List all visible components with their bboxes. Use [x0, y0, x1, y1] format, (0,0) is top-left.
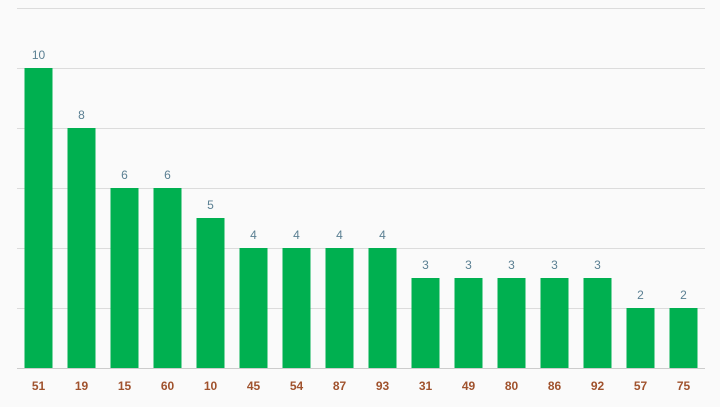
value-label-75: 2: [680, 288, 687, 302]
bars: [24, 68, 698, 368]
value-label-19: 8: [78, 108, 85, 122]
value-label-87: 4: [336, 228, 343, 242]
category-label-80: 80: [505, 379, 519, 393]
bar-57: [626, 308, 655, 368]
category-label-51: 51: [32, 379, 46, 393]
bar-80: [497, 278, 526, 368]
value-label-60: 6: [164, 168, 171, 182]
category-label-49: 49: [462, 379, 476, 393]
category-label-31: 31: [419, 379, 433, 393]
bar-19: [67, 128, 96, 368]
bar-49: [454, 278, 483, 368]
category-label-54: 54: [290, 379, 304, 393]
bar-60: [153, 188, 182, 368]
value-label-49: 3: [465, 258, 472, 272]
bar-10: [196, 218, 225, 368]
category-label-87: 87: [333, 379, 347, 393]
category-axis-labels: 51 19 15 60 10 45 54 87 93 31 49 80 86 92 57 75: [32, 379, 691, 393]
value-label-57: 2: [637, 288, 644, 302]
value-label-86: 3: [551, 258, 558, 272]
category-label-93: 93: [376, 379, 390, 393]
bar-93: [368, 248, 397, 368]
value-label-80: 3: [508, 258, 515, 272]
bar-75: [669, 308, 698, 368]
category-label-45: 45: [247, 379, 261, 393]
bar-92: [583, 278, 612, 368]
category-label-75: 75: [677, 379, 691, 393]
category-label-86: 86: [548, 379, 562, 393]
value-label-92: 3: [594, 258, 601, 272]
value-label-54: 4: [293, 228, 300, 242]
category-label-92: 92: [591, 379, 605, 393]
bar-87: [325, 248, 354, 368]
value-labels: 10 8 6 6 5 4 4 4 4 3 3 3 3 3 2 2: [32, 48, 687, 302]
category-label-60: 60: [161, 379, 175, 393]
value-label-93: 4: [379, 228, 386, 242]
value-label-31: 3: [422, 258, 429, 272]
category-label-57: 57: [634, 379, 648, 393]
category-label-10: 10: [204, 379, 218, 393]
bar-45: [239, 248, 268, 368]
bar-86: [540, 278, 569, 368]
bar-54: [282, 248, 311, 368]
bar-51: [24, 68, 53, 368]
value-label-45: 4: [250, 228, 257, 242]
value-label-15: 6: [121, 168, 128, 182]
value-label-51: 10: [32, 48, 46, 62]
category-label-19: 19: [75, 379, 89, 393]
bar-15: [110, 188, 139, 368]
bar-31: [411, 278, 440, 368]
value-label-10: 5: [207, 198, 214, 212]
category-label-15: 15: [118, 379, 132, 393]
